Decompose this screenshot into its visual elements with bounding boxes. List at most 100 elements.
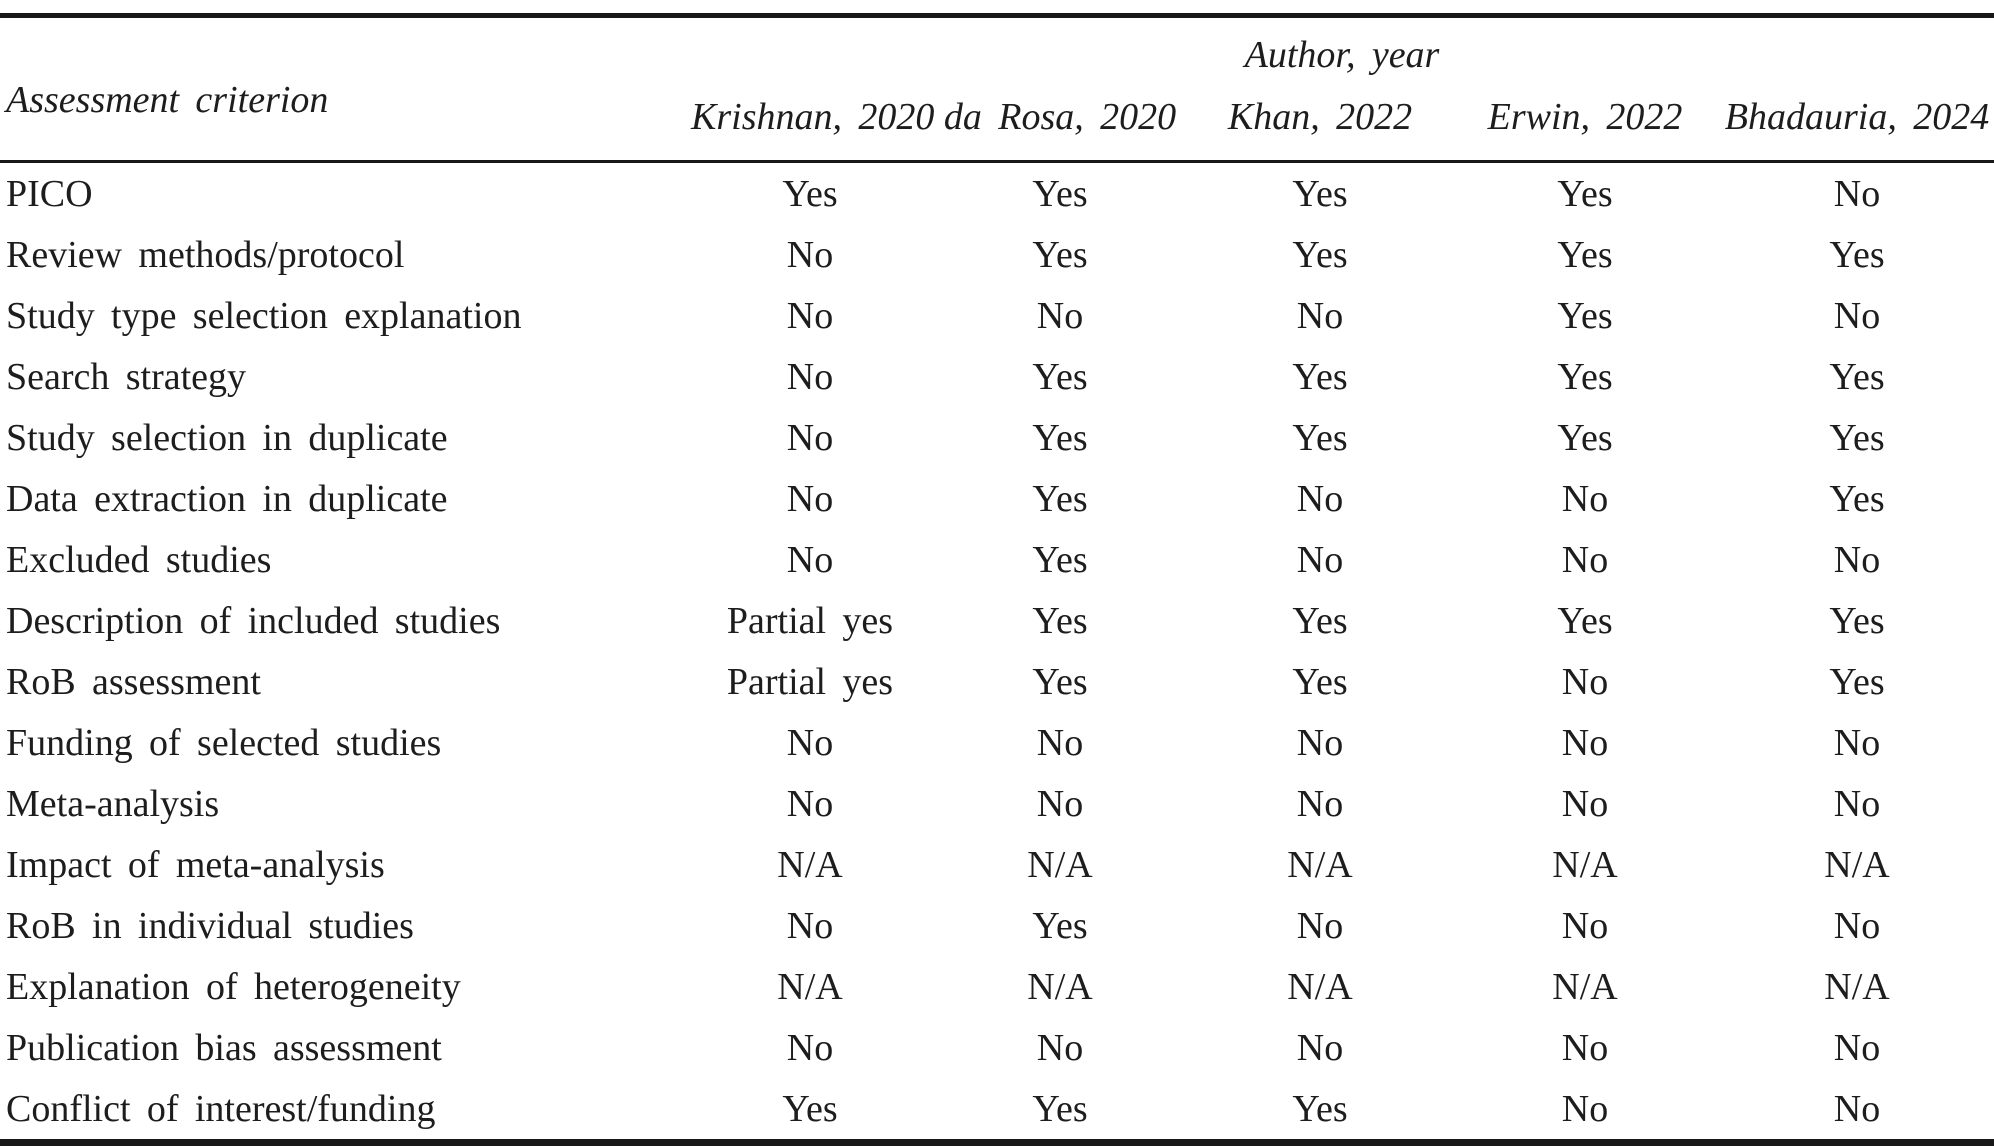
value-cell: Yes [1557, 172, 1613, 215]
value-cell: No [1561, 782, 1609, 825]
criterion-cell: Conflict of interest/funding [6, 1087, 436, 1130]
value-cell: Yes [1032, 599, 1088, 642]
author-column-header: Bhadauria, 2024 [1724, 95, 1990, 138]
value-cell: Yes [1032, 1087, 1088, 1130]
author-column-header: Erwin, 2022 [1487, 95, 1683, 138]
value-cell: No [1296, 782, 1344, 825]
value-cell: No [1561, 477, 1609, 520]
value-cell: Yes [1557, 599, 1613, 642]
value-cell: N/A [1552, 843, 1618, 886]
table-row: Conflict of interest/funding Yes Yes Yes No N… [0, 1078, 1994, 1143]
criterion-cell: Explanation of heterogeneity [6, 965, 461, 1008]
value-cell: Yes [1032, 233, 1088, 276]
criterion-cell: Impact of meta-analysis [6, 843, 385, 886]
value-cell: No [786, 233, 834, 276]
value-cell: No [1296, 721, 1344, 764]
value-cell: No [1833, 904, 1881, 947]
value-cell: Yes [1829, 233, 1885, 276]
criterion-cell: Review methods/protocol [6, 233, 405, 276]
group-header-row: Assessment criterion Author, year [0, 16, 1994, 121]
criterion-cell: Study type selection explanation [6, 294, 522, 337]
table-row: Explanation of heterogeneity N/A N/A N/A N/A… [0, 956, 1994, 1017]
criterion-cell: Excluded studies [6, 538, 272, 581]
value-cell: Partial yes [726, 599, 894, 642]
table-row: Review methods/protocol No Yes Yes Yes Yes [0, 224, 1994, 285]
value-cell: Yes [1032, 355, 1088, 398]
value-cell: Yes [1032, 477, 1088, 520]
table-row: Description of included studies Partial y… [0, 590, 1994, 651]
value-cell: N/A [1287, 965, 1353, 1008]
value-cell: No [1036, 721, 1084, 764]
table-body: PICO Yes Yes Yes Yes No Review methods/protoco… [0, 162, 1994, 1143]
value-cell: Yes [1292, 416, 1348, 459]
table-row: Excluded studies No Yes No No No [0, 529, 1994, 590]
value-cell: No [786, 538, 834, 581]
author-column-header: da Rosa, 2020 [943, 95, 1177, 138]
value-cell: Yes [1032, 538, 1088, 581]
table-row: Study type selection explanation No No No Ye… [0, 285, 1994, 346]
criterion-cell: Study selection in duplicate [6, 416, 448, 459]
criterion-cell: PICO [6, 172, 93, 215]
value-cell: No [786, 416, 834, 459]
value-cell: No [1833, 172, 1881, 215]
value-cell: No [1296, 1026, 1344, 1069]
value-cell: No [1833, 782, 1881, 825]
criterion-cell: Publication bias assessment [6, 1026, 442, 1069]
table-row: Study selection in duplicate No Yes Yes Yes Y… [0, 407, 1994, 468]
value-cell: Yes [1557, 416, 1613, 459]
value-cell: No [786, 294, 834, 337]
value-cell: N/A [777, 965, 843, 1008]
table-row: PICO Yes Yes Yes Yes No [0, 162, 1994, 225]
value-cell: No [1833, 1026, 1881, 1069]
value-cell: No [786, 721, 834, 764]
value-cell: No [1833, 294, 1881, 337]
value-cell: No [1036, 294, 1084, 337]
value-cell: Yes [782, 1087, 838, 1130]
value-cell: Yes [1557, 233, 1613, 276]
author-column-header: Krishnan, 2020 [691, 95, 935, 138]
table-row: RoB in individual studies No Yes No No No [0, 895, 1994, 956]
value-cell: No [786, 904, 834, 947]
value-cell: Yes [1557, 355, 1613, 398]
value-cell: No [1561, 721, 1609, 764]
criterion-cell: Description of included studies [6, 599, 501, 642]
value-cell: No [1561, 904, 1609, 947]
value-cell: Yes [1829, 660, 1885, 703]
value-cell: Yes [1032, 904, 1088, 947]
value-cell: Yes [1829, 416, 1885, 459]
value-cell: Yes [1557, 294, 1613, 337]
value-cell: No [786, 477, 834, 520]
value-cell: No [1561, 538, 1609, 581]
value-cell: N/A [1552, 965, 1618, 1008]
value-cell: N/A [1027, 843, 1093, 886]
value-cell: Yes [1829, 599, 1885, 642]
value-cell: No [1036, 782, 1084, 825]
criterion-cell: Data extraction in duplicate [6, 477, 448, 520]
criterion-cell: Meta-analysis [6, 782, 220, 825]
value-cell: Partial yes [726, 660, 894, 703]
table-row: RoB assessment Partial yes Yes Yes No Yes [0, 651, 1994, 712]
value-cell: No [1561, 660, 1609, 703]
table-row: Meta-analysis No No No No No [0, 773, 1994, 834]
value-cell: N/A [1287, 843, 1353, 886]
value-cell: Yes [1032, 660, 1088, 703]
value-cell: N/A [1824, 965, 1890, 1008]
table-row: Funding of selected studies No No No No No [0, 712, 1994, 773]
table-header: Assessment criterion Author, year Krishn… [0, 16, 1994, 162]
value-cell: Yes [1829, 477, 1885, 520]
value-cell: No [1833, 1087, 1881, 1130]
criterion-cell: RoB assessment [6, 660, 261, 703]
value-cell: No [1296, 538, 1344, 581]
value-cell: No [1561, 1026, 1609, 1069]
value-cell: N/A [777, 843, 843, 886]
value-cell: No [786, 355, 834, 398]
table-row: Data extraction in duplicate No Yes No No Yes [0, 468, 1994, 529]
author-year-group-header: Author, year [1244, 33, 1440, 76]
author-header-row: Krishnan, 2020 da Rosa, 2020 Khan, 2022 Erw… [0, 84, 1994, 162]
value-cell: Yes [782, 172, 838, 215]
value-cell: No [1833, 538, 1881, 581]
value-cell: Yes [1292, 172, 1348, 215]
assessment-criterion-header: Assessment criterion [6, 78, 329, 121]
value-cell: No [1833, 721, 1881, 764]
value-cell: Yes [1032, 416, 1088, 459]
